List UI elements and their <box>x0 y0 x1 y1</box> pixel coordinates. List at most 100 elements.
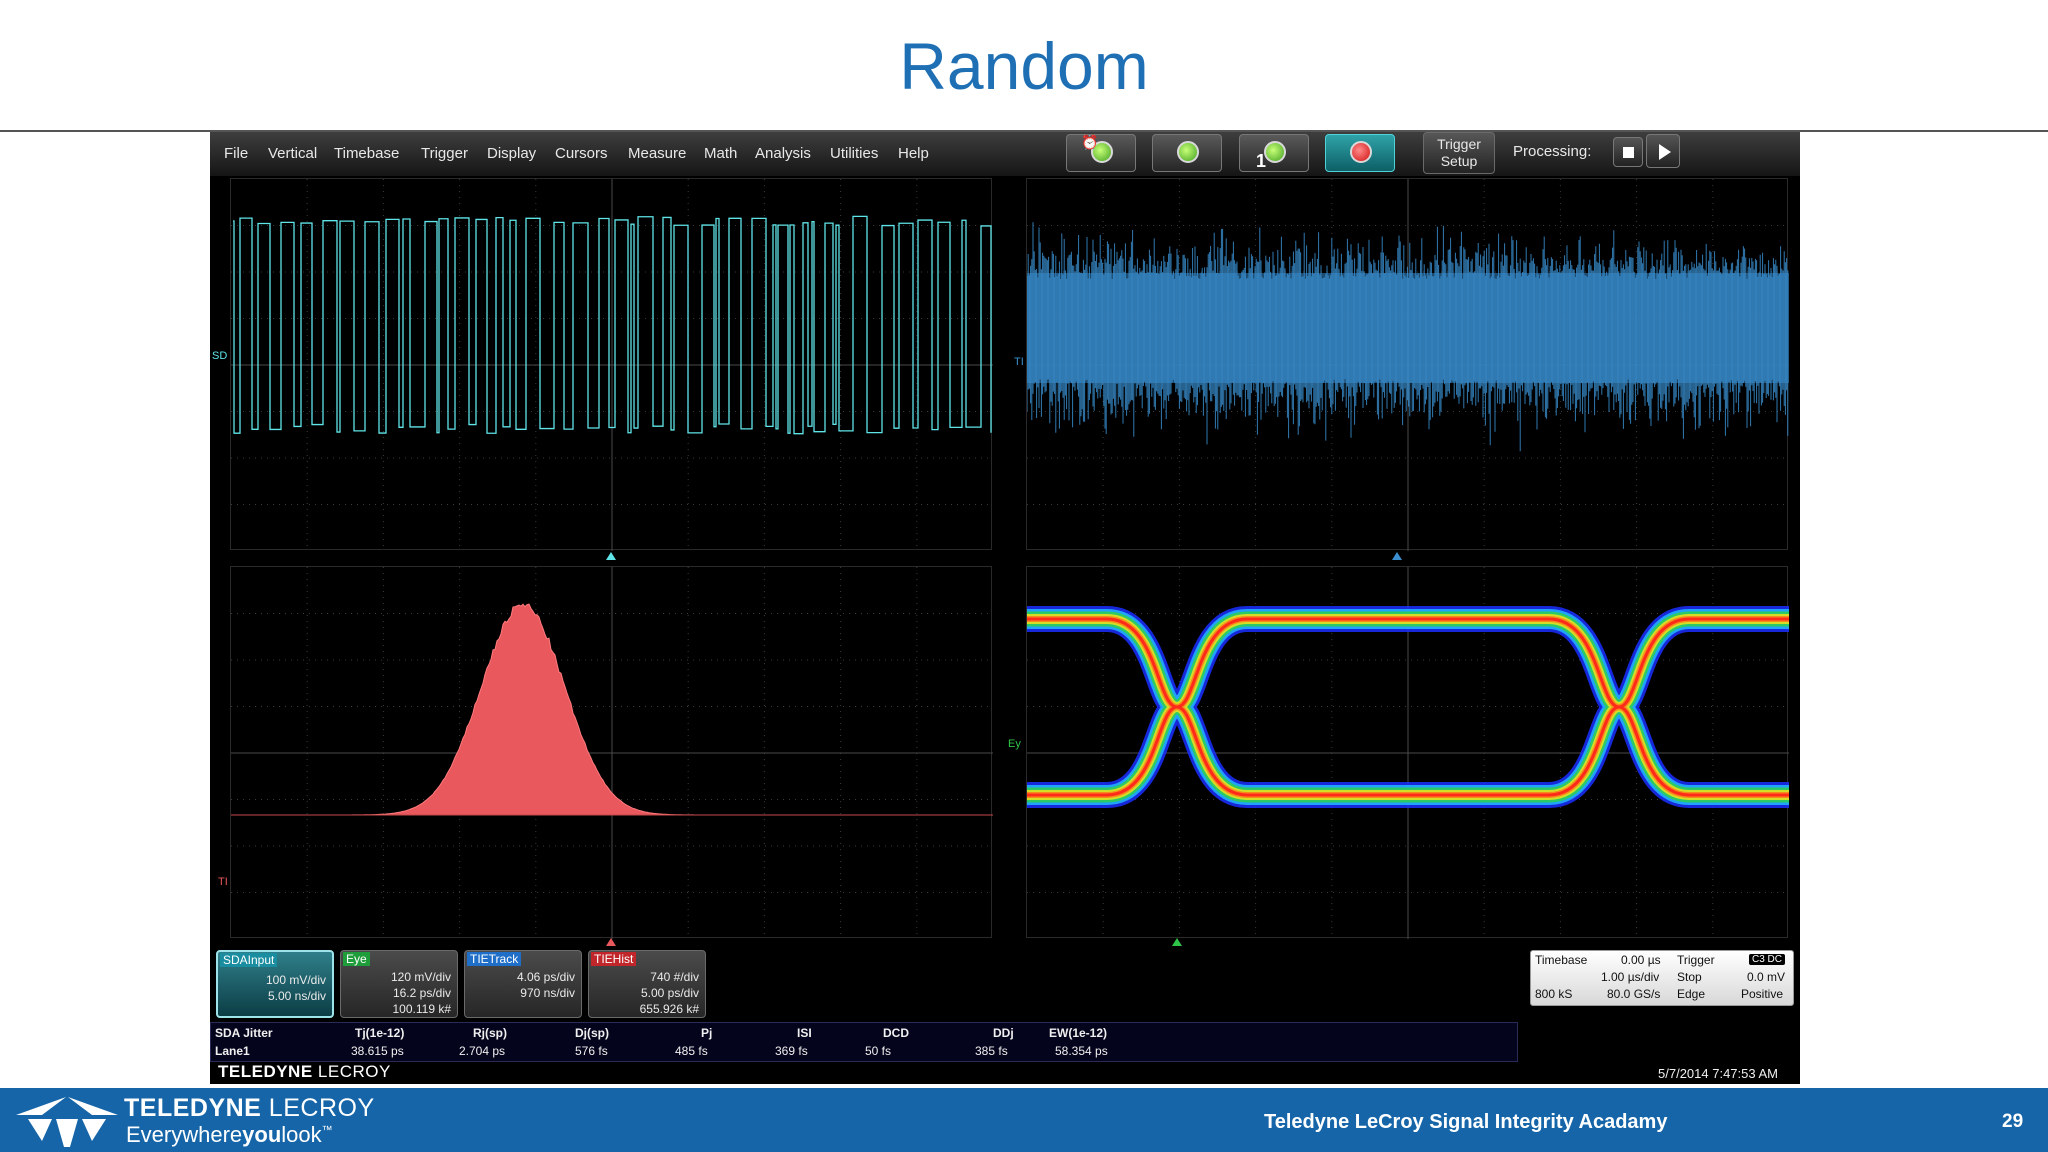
footer-tagline: Everywhereyoulook™ <box>126 1122 333 1148</box>
eye-diagram <box>1027 567 1789 939</box>
grid-tie-track[interactable] <box>1026 178 1789 551</box>
descriptor-horizontal-scale: 970 ns/div <box>520 986 575 1000</box>
graticule-center-axes <box>231 179 993 551</box>
timebase-samples: 800 kS <box>1535 987 1573 1001</box>
tie-track-trace <box>1027 222 1789 452</box>
descriptor-name: SDAInput <box>220 953 278 967</box>
teledyne-logo-icon <box>16 1097 118 1147</box>
timebase-delay: 0.00 µs <box>1621 953 1661 967</box>
menu-timebase[interactable]: Timebase <box>334 145 400 162</box>
stop-processing-button[interactable] <box>1613 137 1643 167</box>
scope-datetime: 5/7/2014 7:47:53 AM <box>1658 1066 1778 1081</box>
descriptor-horizontal-scale: 5.00 ns/div <box>267 989 326 1003</box>
menu-utilities[interactable]: Utilities <box>830 145 879 162</box>
descriptor-vertical-scale: 100 mV/div <box>265 973 326 987</box>
menu-vertical[interactable]: Vertical <box>268 145 318 162</box>
trace-label-tiehist: TI <box>218 876 228 888</box>
grid-sda-input[interactable] <box>230 178 993 551</box>
eye-density-layer <box>1027 617 1789 797</box>
tie-track-waveform <box>1027 179 1789 551</box>
trigger-lamp-icon <box>1177 141 1199 163</box>
graticule-center-axes <box>231 567 993 939</box>
grid-eye-diagram[interactable] <box>1026 566 1789 939</box>
trigger-lamp-icon <box>1350 141 1372 163</box>
jitter-header: Dj(sp) <box>575 1026 609 1040</box>
menu-trigger[interactable]: Trigger <box>421 145 468 162</box>
trigger-position-marker <box>606 938 616 946</box>
page-number: 29 <box>2002 1111 2024 1132</box>
descriptor-name: TIEHist <box>591 952 637 966</box>
descriptor-count: 100.119 k# <box>392 1002 452 1016</box>
tagline-part: look <box>281 1122 322 1147</box>
trace-label-eye: Ey <box>1008 738 1021 750</box>
descriptor-vertical-scale: 4.06 ps/div <box>516 970 575 984</box>
jitter-header: EW(1e-12) <box>1049 1026 1108 1040</box>
trigger-position-marker <box>1172 938 1182 946</box>
footer-logo-light: LECROY <box>261 1094 375 1122</box>
stop-icon <box>1623 147 1634 158</box>
normal-trigger-button[interactable] <box>1152 134 1222 172</box>
jitter-header: DDj <box>993 1026 1014 1040</box>
trace-label-sda: SD <box>212 350 228 362</box>
tagline-part: Everywhere <box>126 1122 243 1147</box>
descriptor-name: Eye <box>343 952 370 966</box>
stop-trigger-button[interactable] <box>1325 134 1395 172</box>
trigger-lamp-icon <box>1091 141 1113 163</box>
sda-trace <box>233 215 992 435</box>
trigger-setup-line2: Setup <box>1440 153 1478 169</box>
single-trigger-button[interactable]: 1 <box>1239 134 1309 172</box>
jitter-value: 576 fs <box>575 1044 608 1058</box>
descriptor-vertical-scale: 120 mV/div <box>390 970 451 984</box>
descriptor-count: 655.926 k# <box>639 1002 699 1016</box>
descriptor-horizontal-scale: 5.00 ps/div <box>640 986 699 1000</box>
trigger-position-marker <box>606 552 616 560</box>
trigger-type: Edge <box>1677 987 1706 1001</box>
descriptor-tiehist[interactable]: TIEHist 740 #/div 5.00 ps/div 655.926 k# <box>588 950 706 1018</box>
title-divider <box>0 130 2048 132</box>
slide-title: Random <box>899 29 1149 103</box>
descriptor-eye[interactable]: Eye 120 mV/div 16.2 ps/div 100.119 k# <box>340 950 458 1018</box>
descriptor-horizontal-scale: 16.2 ps/div <box>392 986 451 1000</box>
descriptor-name: TIETrack <box>467 952 522 966</box>
menu-analysis[interactable]: Analysis <box>755 145 811 162</box>
processing-label: Processing: <box>1513 143 1592 160</box>
trigger-setup-button[interactable]: Trigger Setup <box>1423 132 1495 174</box>
jitter-value: 50 fs <box>865 1044 892 1058</box>
menu-help[interactable]: Help <box>898 145 929 162</box>
jitter-value: 58.354 ps <box>1055 1044 1108 1058</box>
jitter-header: SDA Jitter <box>215 1026 273 1040</box>
timebase-trigger-panel[interactable]: Timebase 0.00 µs 1.00 µs/div 800 kS 80.0… <box>1530 950 1794 1006</box>
menu-bar: File Vertical Timebase Trigger Display C… <box>210 132 1800 176</box>
trigger-level: 0.0 mV <box>1747 970 1786 984</box>
trigger-setup-line1: Trigger <box>1437 136 1481 152</box>
timebase-rate: 80.0 GS/s <box>1607 987 1661 1001</box>
menu-cursors[interactable]: Cursors <box>555 145 608 162</box>
menu-display[interactable]: Display <box>487 145 537 162</box>
trace-label-tietrack: TI <box>1014 356 1024 368</box>
jitter-header: ISI <box>797 1026 812 1040</box>
grid-tie-histogram[interactable] <box>230 566 993 939</box>
slide-footer: TELEDYNE LECROY Everywhereyoulook™ Teled… <box>0 1088 2048 1152</box>
menu-math[interactable]: Math <box>704 145 738 162</box>
menu-measure[interactable]: Measure <box>628 145 687 162</box>
scope-brand: TELEDYNE LECROY <box>218 1062 391 1082</box>
footer-logo-bold: TELEDYNE <box>124 1094 262 1122</box>
single-label: 1 <box>1256 151 1267 171</box>
trigger-position-marker <box>1392 552 1402 560</box>
descriptor-tietrack[interactable]: TIETrack 4.06 ps/div 970 ns/div <box>464 950 582 1018</box>
timebase-per-div: 1.00 µs/div <box>1601 970 1660 984</box>
sda-input-waveform <box>231 179 993 551</box>
auto-trigger-button[interactable]: ⏰ <box>1066 134 1136 172</box>
descriptor-sdainput[interactable]: SDAInput 100 mV/div 5.00 ns/div <box>216 950 334 1018</box>
menu-file[interactable]: File <box>224 145 249 162</box>
jitter-value: 369 fs <box>775 1044 808 1058</box>
trigger-slope: Positive <box>1741 987 1784 1001</box>
descriptor-vertical-scale: 740 #/div <box>650 970 699 984</box>
clock-icon: ⏰ <box>1081 134 1099 150</box>
trigger-coupling-badge: C3 DC <box>1749 954 1786 965</box>
jitter-value: 385 fs <box>975 1044 1008 1058</box>
run-processing-button[interactable] <box>1646 134 1680 168</box>
footer-academy-text: Teledyne LeCroy Signal Integrity Acadamy <box>1264 1111 1668 1133</box>
jitter-value: 38.615 ps <box>351 1044 404 1058</box>
